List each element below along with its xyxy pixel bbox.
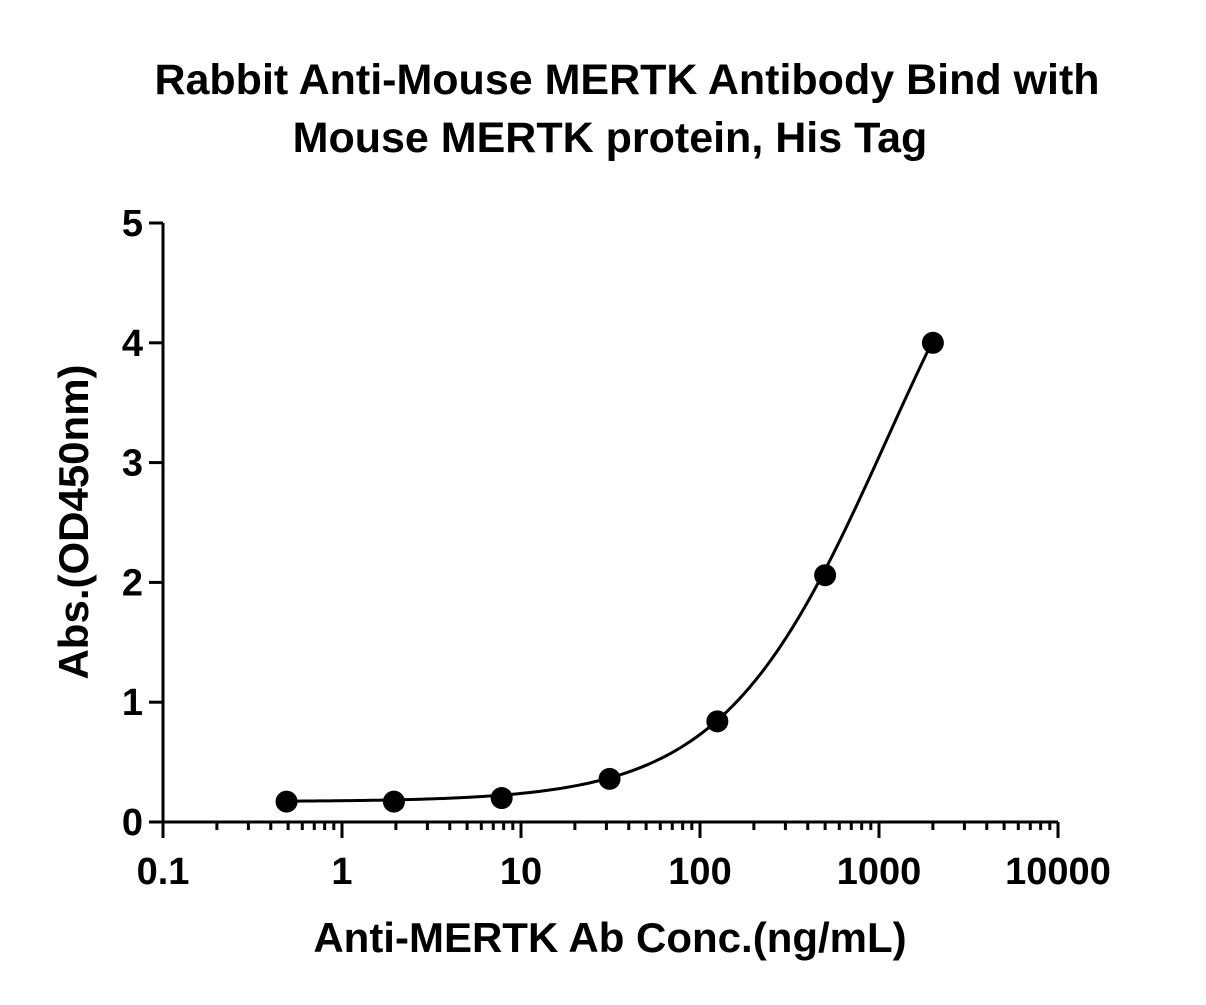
y-axis-label: Abs.(OD450nm): [50, 364, 97, 679]
y-tick-label: 2: [122, 562, 143, 604]
y-tick-label: 4: [122, 323, 143, 365]
data-point: [814, 564, 837, 587]
axes: 0 1 2 3 4 5 0.1 1 10 100 1000 10000: [122, 203, 1111, 893]
x-tick-label: 1: [331, 851, 352, 893]
x-tick-label: 10000: [1005, 851, 1111, 893]
x-tick-label: 0.1: [137, 851, 190, 893]
data-point: [382, 790, 405, 813]
y-tick-label: 3: [122, 443, 143, 485]
x-tick-label: 1000: [837, 851, 922, 893]
data-point: [275, 790, 298, 813]
y-tick-label: 1: [122, 682, 143, 724]
data-point: [706, 710, 729, 733]
x-tick-label: 10: [500, 851, 542, 893]
data-point: [598, 767, 621, 790]
chart-title-line2: Mouse MERTK protein, His Tag: [293, 114, 928, 162]
y-tick-label: 0: [122, 802, 143, 844]
data-point: [490, 787, 513, 810]
x-tick-label: 100: [668, 851, 731, 893]
chart-title-line1: Rabbit Anti-Mouse MERTK Antibody Bind wi…: [154, 56, 1099, 104]
fit-curve: [286, 339, 935, 803]
data-points: [275, 331, 944, 813]
y-tick-label: 5: [122, 203, 143, 245]
x-axis-label: Anti-MERTK Ab Conc.(ng/mL): [313, 914, 906, 961]
data-point: [921, 331, 944, 354]
